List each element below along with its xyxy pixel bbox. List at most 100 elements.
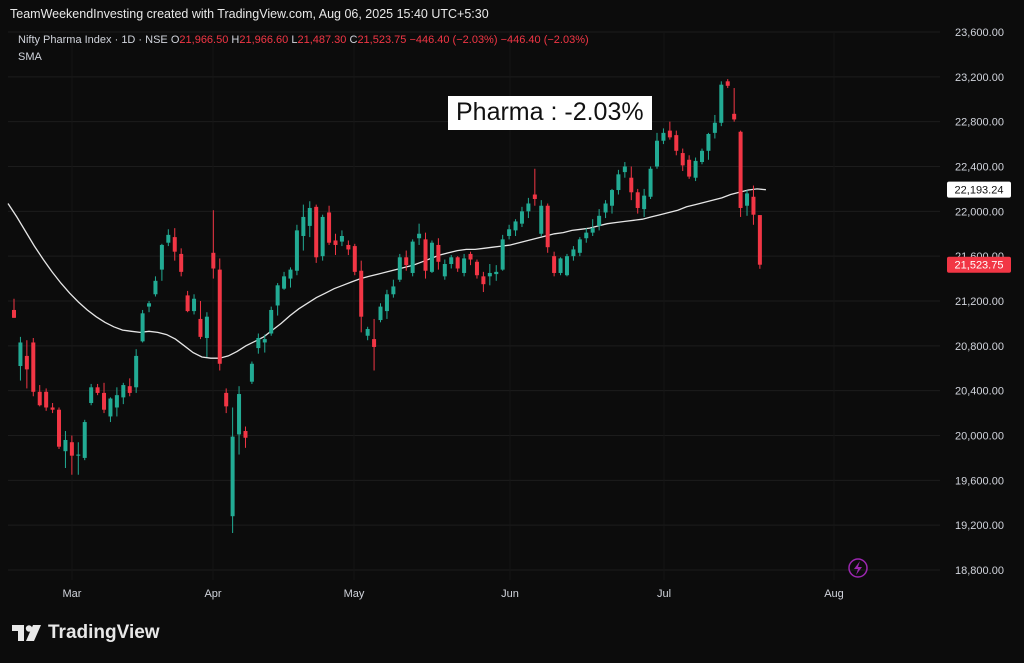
candle [552,251,557,277]
chart-grid [8,31,940,580]
candle-body [108,398,113,417]
candle-body [82,422,87,458]
candle-body [346,244,351,250]
candle [153,276,158,297]
sma-value-badge: 22,193.24 [947,181,1011,198]
candle [468,251,473,266]
candle [37,385,42,407]
y-tick-label: 18,800.00 [955,565,1004,577]
candle [507,224,512,240]
badge-background [947,256,1011,273]
candle-body [745,193,750,206]
candle-body [166,234,171,243]
close-value: 21,523.75 [357,34,407,46]
candle-body [179,253,184,272]
brand-name: TradingView [48,622,160,643]
lightning-icon[interactable] [848,558,868,578]
candle [127,378,132,397]
candle [655,132,659,169]
candle-body [159,244,164,270]
candle [140,309,145,343]
candle [230,407,235,534]
badge-label: 21,523.75 [955,260,1004,272]
candle-body [185,295,190,312]
candle [307,201,312,238]
y-tick-label: 23,200.00 [955,72,1004,84]
candle [320,214,325,261]
candle [237,386,242,455]
last-price-badge: 21,523.75 [947,256,1011,273]
candle-body [69,442,74,456]
candle-body [712,122,717,133]
y-axis: 18,800.00 19,200.00 19,600.00 20,000.00 20,4… [955,27,1004,577]
candle [680,148,685,171]
candle-body [211,252,216,269]
candle-body [513,221,518,231]
candle [327,205,332,245]
y-tick-label: 22,800.00 [955,117,1004,129]
candle-body [680,153,685,166]
candle-body [474,261,479,276]
candle [121,382,126,405]
candle [635,188,640,214]
candle [172,228,177,261]
symbol-label[interactable]: Nifty Pharma Index · 1D · NSE [18,34,168,46]
candle [365,326,370,341]
candle [57,407,62,449]
candle [571,246,576,261]
candle-body [577,239,582,253]
candle-body [429,242,434,272]
candle [609,188,614,214]
candle-body [147,303,152,307]
y-tick-label: 20,400.00 [955,386,1004,398]
candle [757,215,762,269]
candle [442,259,447,280]
candle-body [642,195,647,210]
candle [378,303,383,323]
candle [436,238,441,270]
candle [391,279,396,298]
candle-body [552,256,557,273]
tradingview-brand[interactable]: TradingView [12,622,160,644]
candle [269,306,274,336]
candle [513,219,518,236]
candle-body [558,258,563,273]
candle-body [269,309,274,334]
candle [519,206,524,228]
y-tick-label: 23,600.00 [955,27,1004,39]
candle-body [243,431,248,438]
y-tick-label: 22,400.00 [955,162,1004,174]
candle-body [37,391,42,406]
candle [359,260,364,333]
sma-indicator-label[interactable]: SMA [18,51,42,63]
candle [102,382,107,414]
candle-body [648,168,653,197]
candle [339,230,344,247]
candle-body [237,394,242,435]
candle-body [314,206,319,258]
candle-body [539,205,544,234]
candle-body [288,269,293,279]
candle [590,219,595,236]
candle-body [256,337,261,349]
candle [417,223,422,245]
badge-label: 22,193.24 [955,185,1004,197]
candle-body [423,239,428,271]
candle [301,204,306,251]
candle-body [224,392,229,407]
candle [423,232,428,279]
low-label: L [291,34,298,46]
change-value: −446.40 (−2.03%) [409,34,498,46]
candle-body [468,253,473,260]
candle-body [442,264,447,277]
candle [577,237,582,257]
candle [449,255,454,269]
ohlc-legend[interactable]: Nifty Pharma Index · 1D · NSE O21,966.50… [18,34,589,46]
candle-body [359,270,364,317]
candle-body [89,387,94,403]
candle [179,248,184,277]
y-tick-label: 20,800.00 [955,341,1004,353]
y-tick-label: 21,200.00 [955,296,1004,308]
candle-body [352,246,357,272]
